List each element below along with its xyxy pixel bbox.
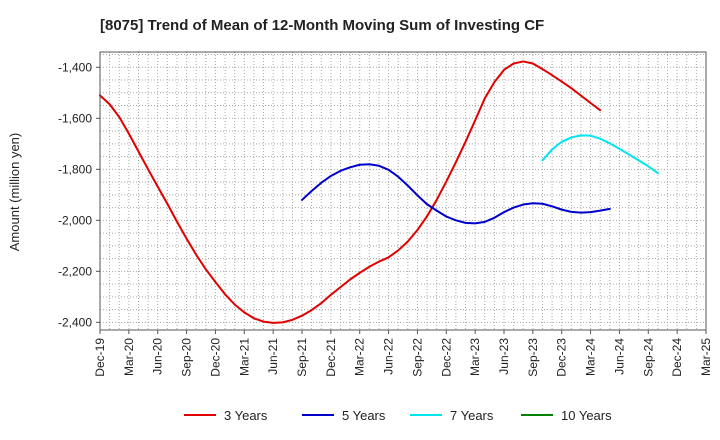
legend-label: 10 Years <box>561 408 612 423</box>
x-tick-label: Jun-21 <box>266 338 280 375</box>
x-tick-label: Mar-22 <box>353 338 367 376</box>
x-tick-label: Jun-20 <box>151 338 165 375</box>
series-line-5-years <box>301 163 611 225</box>
x-tick-label: Mar-23 <box>468 338 482 376</box>
x-tick-label: Sep-21 <box>295 338 309 377</box>
plot-background <box>100 52 706 330</box>
y-tick-label: -2,200 <box>58 264 92 278</box>
x-axis: Dec-19 Mar-20 Jun-20 Sep-20 Dec-20 Mar-21 Jun-… <box>93 330 713 377</box>
x-tick-label: Dec-24 <box>670 338 684 377</box>
x-tick-label: Sep-22 <box>410 338 424 377</box>
chart-title: [8075] Trend of Mean of 12-Month Moving … <box>100 17 544 34</box>
x-tick-label: Dec-20 <box>208 338 222 377</box>
x-tick-label: Sep-23 <box>526 338 540 377</box>
y-tick-label: -2,000 <box>58 213 92 227</box>
series-lines <box>99 60 659 324</box>
x-tick-label: Jun-23 <box>497 338 511 375</box>
series-line-7-years <box>541 134 659 175</box>
x-tick-label: Mar-25 <box>699 338 713 376</box>
y-tick-label: -2,400 <box>58 315 92 329</box>
plot-border <box>99 51 707 331</box>
plot-area <box>100 52 706 330</box>
series-line-3-years <box>99 60 602 324</box>
y-tick-label: -1,600 <box>58 111 92 125</box>
x-tick-label: Dec-23 <box>555 338 569 377</box>
legend: 3 Years 5 Years 7 Years 10 Years <box>184 408 612 423</box>
y-axis: -1,400 -1,600 -1,800 -2,000 -2,200 -2,400 <box>58 60 100 329</box>
x-tick-label: Dec-21 <box>324 338 338 377</box>
x-tick-label: Mar-20 <box>122 338 136 376</box>
y-tick-label: -1,800 <box>58 162 92 176</box>
x-tick-label: Sep-24 <box>641 338 655 377</box>
x-tick-label: Jun-22 <box>382 338 396 375</box>
y-axis-label: Amount (million yen) <box>7 133 22 252</box>
legend-label: 7 Years <box>450 408 494 423</box>
x-tick-label: Mar-24 <box>584 338 598 376</box>
x-tick-label: Dec-22 <box>439 338 453 377</box>
legend-label: 5 Years <box>342 408 386 423</box>
y-tick-label: -1,400 <box>58 60 92 74</box>
x-tick-label: Jun-24 <box>612 338 626 375</box>
x-tick-label: Sep-20 <box>180 338 194 377</box>
x-tick-label: Mar-21 <box>237 338 251 376</box>
legend-label: 3 Years <box>224 408 268 423</box>
x-tick-label: Dec-19 <box>93 338 107 377</box>
